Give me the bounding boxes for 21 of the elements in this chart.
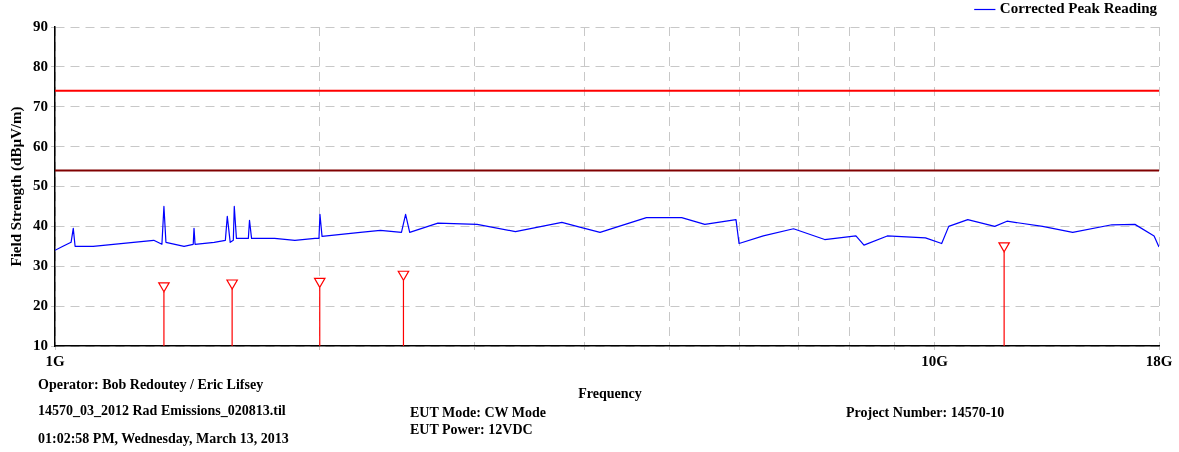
y-tick-label: 40 xyxy=(33,217,48,234)
y-tick-label: 50 xyxy=(33,177,48,194)
text: 14570_03_2012 Rad Emissions_020813.til xyxy=(38,403,286,419)
y-tick-label: 20 xyxy=(33,297,48,313)
text: EUT Power: 12VDC xyxy=(410,422,533,438)
x-tick-label: 10G xyxy=(921,352,949,369)
x-tick-label: 1G xyxy=(45,352,65,369)
legend-label: Corrected Peak Reading xyxy=(999,0,1158,17)
text: 01:02:58 PM, Wednesday, March 13, 2013 xyxy=(38,431,289,447)
y-tick-label: 90 xyxy=(33,17,48,34)
text: EUT Mode: CW Mode xyxy=(410,405,546,421)
x-tick-label: 18G xyxy=(1145,352,1173,369)
text: Project Number: 14570-10 xyxy=(846,405,1005,421)
y-tick-label: 30 xyxy=(33,257,48,274)
text: Operator: Bob Redoutey / Eric Lifsey xyxy=(38,377,264,393)
y-axis-title: Field Strength (dBµV/m) xyxy=(7,106,25,267)
x-axis-title: Frequency xyxy=(578,386,642,402)
y-tick-label: 60 xyxy=(33,137,48,154)
y-tick-label: 80 xyxy=(33,57,48,74)
y-tick-label: 10 xyxy=(33,336,48,353)
y-tick-label: 70 xyxy=(33,97,48,114)
